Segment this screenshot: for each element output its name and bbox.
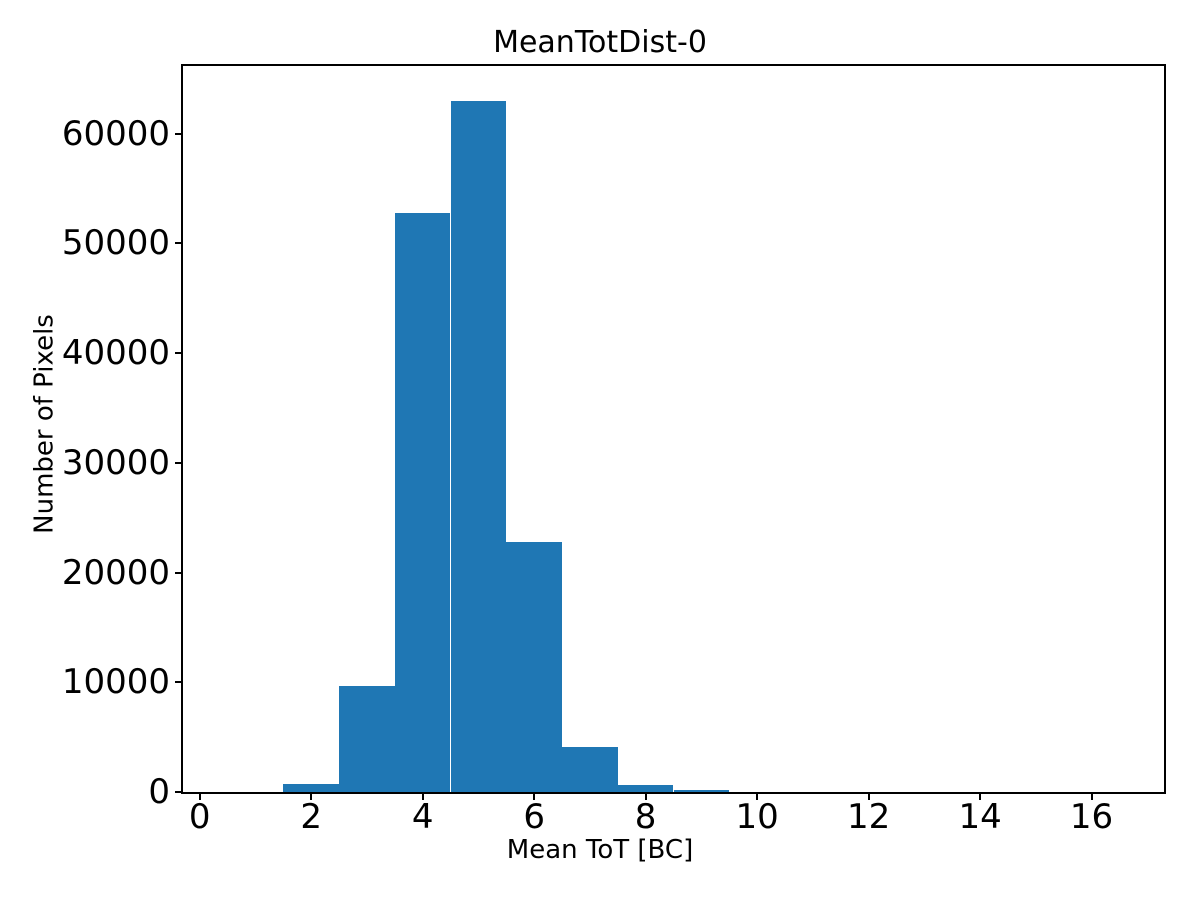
y-tick-label: 50000	[61, 223, 170, 264]
x-tick-mark	[867, 792, 870, 800]
x-tick-mark	[310, 792, 313, 800]
x-tick-label: 4	[411, 797, 434, 837]
y-tick-mark	[175, 132, 183, 135]
x-tick-mark	[1090, 792, 1093, 800]
x-tick-mark	[979, 792, 982, 800]
x-tick-mark	[198, 792, 201, 800]
y-tick-label: 20000	[61, 552, 170, 593]
x-tick-label: 6	[523, 797, 546, 837]
y-tick-label: 30000	[61, 442, 170, 483]
x-tick-mark	[756, 792, 759, 800]
x-tick-label: 16	[1069, 797, 1114, 837]
histogram-bar	[283, 783, 339, 792]
y-tick-label: 0	[148, 772, 170, 812]
x-tick-mark	[533, 792, 536, 800]
x-tick-mark	[644, 792, 647, 800]
histogram-bar	[450, 100, 507, 792]
x-tick-label: 0	[188, 797, 211, 837]
x-axis-label: Mean ToT [BC]	[506, 835, 694, 865]
y-tick-mark	[175, 352, 183, 354]
y-axis-label: Number of Pixels	[29, 314, 60, 534]
x-tick-label: 8	[634, 797, 657, 837]
y-tick-mark	[175, 571, 183, 574]
y-tick-label: 40000	[61, 333, 170, 373]
plot-area	[181, 64, 1166, 794]
histogram-bar	[339, 685, 395, 792]
x-tick-label: 10	[735, 797, 779, 837]
histogram-bar	[394, 212, 451, 792]
y-tick-label: 10000	[61, 662, 170, 703]
x-tick-label: 12	[846, 797, 891, 837]
histogram-bar	[506, 541, 562, 792]
y-tick-mark	[175, 461, 183, 464]
y-tick-label: 60000	[61, 113, 170, 154]
x-tick-label: 2	[300, 797, 323, 837]
histogram-bar	[617, 785, 674, 792]
y-tick-mark	[175, 242, 183, 245]
y-tick-mark	[175, 681, 183, 684]
x-tick-mark	[421, 792, 424, 800]
histogram-bar	[562, 747, 618, 792]
histogram-bar	[673, 790, 730, 792]
chart-title: MeanTotDist-0	[493, 25, 707, 60]
y-tick-mark	[175, 791, 183, 793]
x-tick-label: 14	[958, 797, 1002, 837]
